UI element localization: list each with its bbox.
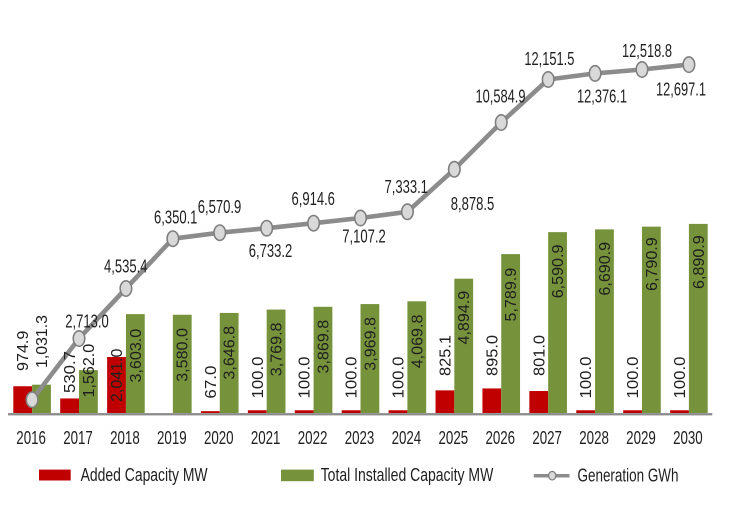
svg-text:4,535.4: 4,535.4 — [104, 257, 148, 277]
svg-text:100.0: 100.0 — [672, 356, 689, 398]
svg-text:12,151.5: 12,151.5 — [524, 49, 574, 69]
svg-text:2024: 2024 — [392, 428, 422, 448]
svg-text:801.0: 801.0 — [531, 335, 548, 376]
svg-text:6,570.9: 6,570.9 — [198, 197, 242, 217]
svg-text:2022: 2022 — [298, 428, 328, 448]
svg-text:2026: 2026 — [485, 428, 515, 448]
svg-text:895.0: 895.0 — [484, 335, 501, 376]
svg-text:7,107.2: 7,107.2 — [342, 227, 386, 247]
svg-text:6,790.9: 6,790.9 — [644, 237, 661, 291]
svg-text:6,733.2: 6,733.2 — [249, 241, 293, 261]
svg-text:6,690.9: 6,690.9 — [597, 242, 614, 296]
svg-text:974.9: 974.9 — [15, 331, 32, 371]
svg-text:2017: 2017 — [63, 428, 93, 448]
svg-text:2025: 2025 — [439, 428, 469, 448]
svg-text:6,890.9: 6,890.9 — [691, 235, 708, 289]
svg-text:825.1: 825.1 — [437, 335, 454, 376]
svg-text:100.0: 100.0 — [391, 356, 408, 398]
svg-text:100.0: 100.0 — [344, 356, 361, 398]
svg-text:Total Installed Capacity MW: Total Installed Capacity MW — [321, 465, 494, 485]
svg-text:100.0: 100.0 — [578, 356, 595, 398]
svg-text:3,769.8: 3,769.8 — [269, 322, 286, 376]
svg-text:2028: 2028 — [579, 428, 609, 448]
svg-text:12,697.1: 12,697.1 — [656, 80, 706, 100]
svg-text:4,894.9: 4,894.9 — [456, 291, 473, 345]
svg-text:2030: 2030 — [673, 428, 703, 448]
svg-text:2016: 2016 — [16, 428, 46, 448]
svg-text:12,518.8: 12,518.8 — [622, 41, 672, 61]
svg-text:2020: 2020 — [204, 428, 234, 448]
svg-text:67.0: 67.0 — [203, 365, 220, 398]
svg-text:2,713.0: 2,713.0 — [65, 312, 109, 332]
svg-text:2018: 2018 — [110, 428, 140, 448]
svg-text:6,914.6: 6,914.6 — [291, 189, 335, 209]
svg-text:3,603.0: 3,603.0 — [128, 329, 145, 383]
svg-text:Added Capacity MW: Added Capacity MW — [81, 465, 208, 485]
svg-text:5,789.9: 5,789.9 — [503, 268, 520, 322]
svg-text:12,376.1: 12,376.1 — [577, 87, 627, 107]
svg-text:1,562.0: 1,562.0 — [81, 344, 98, 398]
svg-text:7,333.1: 7,333.1 — [384, 177, 428, 197]
svg-text:3,646.8: 3,646.8 — [222, 326, 239, 380]
svg-text:10,584.9: 10,584.9 — [476, 87, 526, 107]
svg-text:3,969.8: 3,969.8 — [362, 317, 379, 371]
svg-text:2027: 2027 — [532, 428, 562, 448]
svg-text:2021: 2021 — [251, 428, 281, 448]
svg-text:8,878.5: 8,878.5 — [451, 194, 495, 214]
svg-text:3,580.0: 3,580.0 — [175, 328, 192, 382]
svg-text:2,041.0: 2,041.0 — [109, 349, 126, 402]
svg-text:Generation GWh: Generation GWh — [578, 466, 679, 486]
svg-text:6,590.9: 6,590.9 — [550, 245, 567, 299]
svg-text:100.0: 100.0 — [250, 356, 267, 398]
svg-text:530.7: 530.7 — [62, 351, 79, 393]
svg-text:100.0: 100.0 — [625, 356, 642, 398]
svg-text:4,069.8: 4,069.8 — [409, 315, 426, 369]
svg-text:2019: 2019 — [157, 428, 187, 448]
svg-text:2029: 2029 — [626, 428, 656, 448]
svg-text:6,350.1: 6,350.1 — [154, 208, 198, 228]
svg-text:2023: 2023 — [345, 428, 375, 448]
svg-text:3,869.8: 3,869.8 — [315, 320, 332, 374]
svg-text:100.0: 100.0 — [297, 356, 314, 398]
svg-text:1,031.3: 1,031.3 — [34, 315, 51, 368]
